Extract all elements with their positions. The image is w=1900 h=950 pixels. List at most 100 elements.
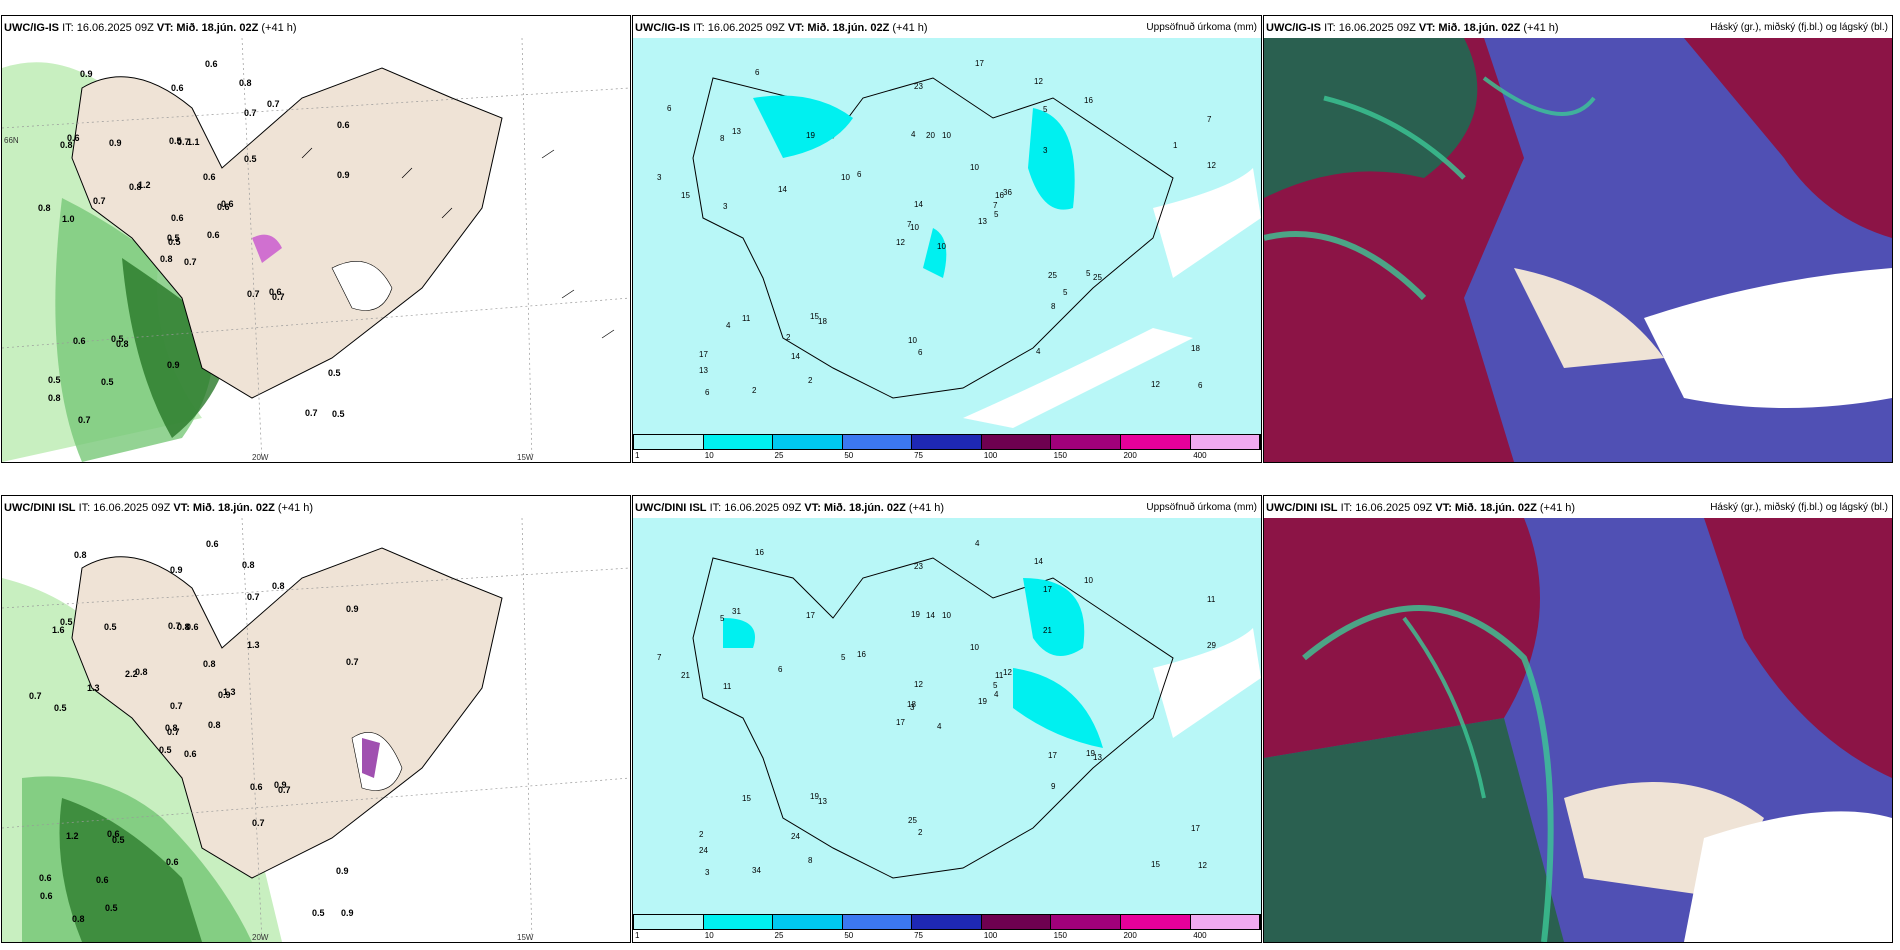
legend-tick-label: 200 [1123, 451, 1137, 460]
legend-tick-label: 75 [914, 451, 924, 460]
value-label: 7 [907, 220, 912, 229]
value-label: 0.8 [48, 393, 61, 403]
value-label: 5 [993, 681, 998, 690]
panel-title: UWC/IG-IS IT: 16.06.2025 09Z VT: Mið. 18… [635, 22, 1257, 34]
value-label: 0.8 [60, 140, 73, 150]
value-label: 4 [994, 690, 999, 699]
value-label: 0.5 [104, 622, 117, 632]
wind-barbs [301, 147, 615, 339]
value-label: 0.5 [48, 375, 61, 385]
value-label: 0.9 [337, 170, 350, 180]
value-label: 3 [657, 173, 662, 182]
value-label: 12 [1003, 668, 1012, 677]
value-label: 0.8 [239, 78, 252, 88]
value-label: 17 [1191, 824, 1200, 833]
value-label: 6 [755, 68, 760, 77]
legend-tick-label: 200 [1123, 931, 1137, 940]
map-panel-dini-wind: UWC/DINI ISL IT: 16.06.2025 09Z VT: Mið.… [1, 495, 631, 943]
legend-swatch [842, 435, 913, 449]
legend-tick-label: 50 [844, 451, 854, 460]
value-label: 6 [1198, 381, 1203, 390]
value-label: 0.6 [166, 857, 179, 867]
value-label: 0.8 [242, 560, 255, 570]
value-label: 0.9 [80, 69, 93, 79]
value-label: 9 [1051, 782, 1056, 791]
value-label: 19 [810, 792, 819, 801]
value-label: 0.5 [168, 237, 181, 247]
value-label: 7 [993, 201, 998, 210]
value-label: 6 [918, 348, 923, 357]
value-label: 12 [914, 680, 923, 689]
value-label: 10 [908, 336, 917, 345]
value-label: 17 [699, 350, 708, 359]
value-label: 0.6 [269, 287, 282, 297]
legend-swatch [703, 435, 774, 449]
value-label: 6 [857, 170, 862, 179]
value-label: 10 [942, 611, 951, 620]
value-label: 14 [791, 352, 800, 361]
precip-map: 1081017161812105136637123241011613142036… [633, 38, 1261, 434]
value-label: 0.6 [250, 782, 263, 792]
value-label: 0.7 [247, 592, 260, 602]
precip-map: 4532111314101719161211111721341910151624… [633, 518, 1261, 914]
value-label: 1.2 [66, 831, 79, 841]
value-label: 5 [1063, 288, 1068, 297]
value-label: 8 [808, 856, 813, 865]
value-label: 0.7 [252, 818, 265, 828]
value-label: 14 [778, 185, 787, 194]
value-label: 0.9 [346, 604, 359, 614]
value-label: 8 [720, 134, 725, 143]
value-label: 0.9 [167, 360, 180, 370]
legend-swatch [634, 915, 704, 929]
value-label: 18 [818, 317, 827, 326]
legend-tick-label: 25 [774, 451, 784, 460]
value-label: 0.6 [171, 213, 184, 223]
value-label: 0.6 [217, 202, 230, 212]
legend-tick-label: 400 [1193, 931, 1207, 940]
value-label: 0.6 [207, 230, 220, 240]
value-label: 5 [1086, 269, 1091, 278]
value-label: 19 [1086, 749, 1095, 758]
value-label: 13 [978, 217, 987, 226]
legend-swatch [981, 915, 1052, 929]
map-panel-ig-precip: UWC/IG-IS IT: 16.06.2025 09Z VT: Mið. 18… [632, 15, 1262, 463]
value-label: 31 [732, 607, 741, 616]
value-label: 3 [910, 703, 915, 712]
value-label: 1.3 [87, 683, 100, 693]
value-label: 12 [1034, 77, 1043, 86]
legend-swatch [634, 435, 704, 449]
value-label: 1.2 [138, 180, 151, 190]
value-label: 0.7 [177, 137, 190, 147]
value-label: 0.6 [205, 59, 218, 69]
value-label: 0.9 [109, 138, 122, 148]
panel-title: UWC/IG-IS IT: 16.06.2025 09Z VT: Mið. 18… [4, 22, 297, 34]
value-label: 2.2 [125, 669, 138, 679]
value-label: 0.5 [328, 368, 341, 378]
value-label: 0.6 [186, 622, 199, 632]
value-label: 0.6 [73, 336, 86, 346]
value-label: 3 [1043, 146, 1048, 155]
legend-swatch [981, 435, 1052, 449]
value-label: 24 [791, 832, 800, 841]
legend-swatch [703, 915, 774, 929]
value-label: 19 [806, 131, 815, 140]
value-label: 1 [1173, 141, 1178, 150]
value-label: 0.6 [221, 199, 234, 209]
value-label: 3 [705, 868, 710, 877]
map-panel-ig-wind: UWC/IG-IS IT: 16.06.2025 09Z VT: Mið. 18… [1, 15, 631, 463]
value-label: 0.5 [105, 903, 118, 913]
value-label: 2 [786, 333, 791, 342]
value-label: 25 [908, 816, 917, 825]
legend-tick-label: 1 [635, 451, 640, 460]
value-label: 23 [914, 562, 923, 571]
value-label: 0.6 [171, 83, 184, 93]
value-label: 12 [896, 238, 905, 247]
value-label: 0.8 [135, 667, 148, 677]
value-label: 36 [1003, 188, 1012, 197]
value-label: 0.6 [184, 749, 197, 759]
value-label: 10 [937, 242, 946, 251]
value-label: 10 [841, 173, 850, 182]
value-label: 0.7 [29, 691, 42, 701]
value-label: 16 [995, 191, 1004, 200]
value-label: 0.7 [167, 727, 180, 737]
